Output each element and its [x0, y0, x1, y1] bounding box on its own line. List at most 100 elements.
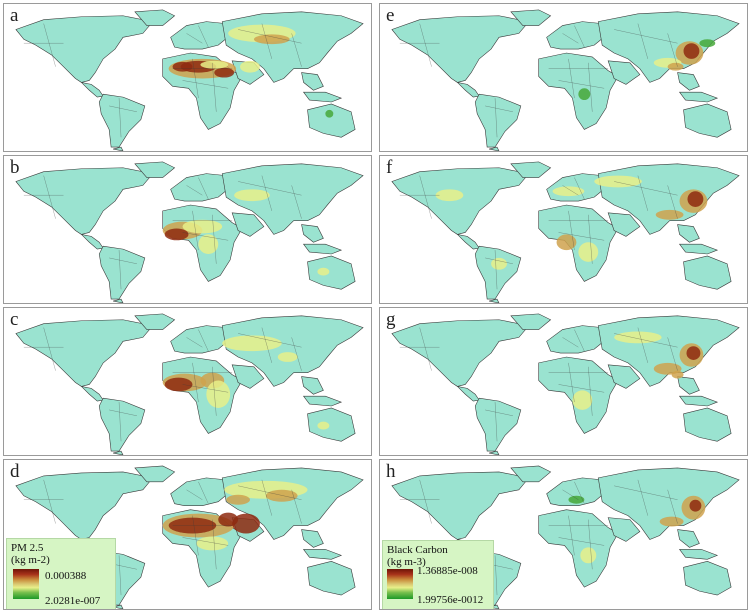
country-border: [574, 481, 585, 504]
concentration-hotspot: [572, 390, 593, 410]
concentration-hotspot: [214, 67, 235, 78]
country-border: [494, 98, 498, 138]
concentration-hotspot: [265, 489, 298, 502]
concentration-hotspot: [164, 228, 189, 241]
landmass-north-america: [15, 471, 154, 540]
country-border: [637, 23, 648, 59]
landmass-indonesia: [678, 549, 719, 560]
country-border: [118, 555, 122, 596]
panel-letter-b: b: [10, 157, 20, 178]
country-border: [238, 485, 302, 500]
landmass-indonesia: [302, 243, 343, 255]
concentration-hotspot: [206, 380, 231, 408]
country-border: [562, 337, 579, 348]
country-border: [588, 62, 593, 112]
country-border: [198, 481, 209, 504]
country-border: [485, 257, 513, 264]
landmass-asia: [597, 467, 740, 540]
country-border: [238, 333, 302, 348]
country-border: [198, 329, 209, 352]
map-panel-b: b: [3, 155, 372, 304]
country-border: [261, 479, 272, 516]
country-border: [109, 257, 137, 264]
country-border: [574, 329, 585, 352]
country-border: [261, 175, 272, 211]
landmass-australia: [307, 407, 356, 442]
country-border: [494, 250, 498, 290]
landmass-se-asia: [301, 72, 324, 91]
landmass-europe: [546, 477, 607, 506]
world-map-d: [4, 460, 371, 609]
map-panel-d: d PM 2.5 (kg m-2) 0.000388 2.0281e-007: [3, 459, 372, 610]
concentration-hotspot: [686, 346, 701, 360]
country-border: [667, 33, 678, 67]
landmass-arabia: [607, 517, 641, 542]
country-border: [614, 181, 678, 196]
landmass-arabia: [607, 212, 641, 237]
country-border: [291, 185, 302, 219]
landmass-australia: [307, 255, 356, 290]
concentration-hotspot: [253, 34, 290, 45]
pm25-legend-min: 2.0281e-007: [45, 595, 101, 607]
country-border: [291, 489, 302, 524]
landmass-indonesia: [302, 395, 343, 407]
country-border: [574, 177, 585, 200]
concentration-hotspot: [578, 88, 591, 101]
landmass-antarctic-tip: [113, 298, 124, 303]
concentration-hotspot: [196, 536, 229, 551]
landmass-south-america: [98, 245, 146, 300]
landmass-se-asia: [301, 529, 324, 548]
landmass-north-america: [391, 167, 530, 235]
landmass-north-america: [15, 319, 154, 387]
concentration-hotspot: [580, 547, 597, 564]
concentration-hotspot: [240, 60, 260, 73]
landmass-indonesia: [678, 243, 719, 255]
pm25-legend-max: 0.000388: [45, 570, 87, 582]
panel-letter-h: h: [386, 461, 396, 482]
landmass-indonesia: [302, 91, 343, 103]
concentration-hotspot: [234, 189, 270, 202]
country-border: [568, 58, 575, 99]
country-border: [186, 185, 203, 196]
concentration-hotspot: [614, 331, 662, 344]
landmass-greenland: [134, 161, 176, 178]
concentration-hotspot: [200, 60, 229, 69]
country-border: [419, 327, 432, 371]
country-border: [43, 479, 56, 524]
landmass-north-america: [391, 319, 530, 387]
landmass-se-asia: [301, 224, 324, 243]
concentration-hotspot: [317, 267, 330, 276]
landmass-arabia: [607, 60, 641, 85]
black-carbon-legend-min: 1.99756e-0012: [417, 594, 484, 606]
map-panel-f: f: [379, 155, 748, 304]
landmass-europe: [546, 21, 607, 50]
landmass-antarctic-tip: [489, 298, 500, 303]
world-map-b: [4, 156, 371, 303]
country-border: [667, 337, 678, 371]
concentration-hotspot: [491, 257, 507, 270]
pm25-legend-unit: (kg m-2): [11, 554, 50, 566]
landmass-australia: [683, 255, 732, 290]
landmass-south-america: [474, 397, 522, 452]
landmass-greenland: [134, 9, 176, 26]
concentration-hotspot: [218, 512, 239, 527]
concentration-hotspot: [317, 421, 330, 430]
landmass-australia: [683, 561, 732, 596]
landmass-north-america: [15, 15, 154, 83]
landmass-greenland: [134, 465, 176, 483]
country-border: [568, 515, 575, 556]
country-border: [192, 515, 199, 556]
country-border: [118, 402, 122, 442]
country-border: [192, 210, 199, 251]
country-border: [614, 29, 678, 44]
landmass-europe: [170, 21, 231, 50]
concentration-hotspot: [568, 495, 585, 504]
landmass-antarctic-tip: [113, 146, 124, 151]
country-border: [485, 409, 513, 416]
landmass-north-america: [391, 15, 530, 83]
landmass-south-america: [98, 93, 146, 148]
black-carbon-legend-title: Black Carbon: [387, 544, 448, 556]
concentration-hotspot: [671, 370, 684, 379]
landmass-arabia: [231, 364, 265, 389]
country-border: [574, 25, 585, 48]
